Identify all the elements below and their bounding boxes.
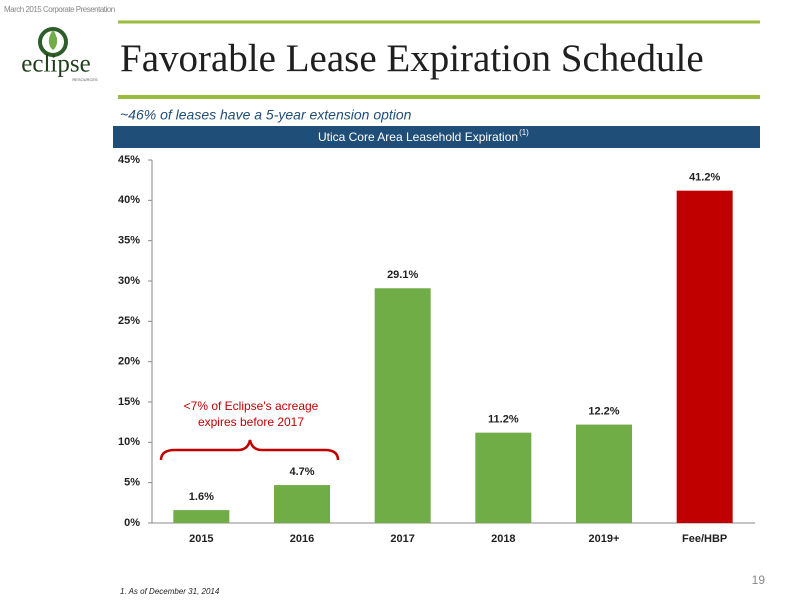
y-tick-label: 5% (124, 477, 140, 489)
y-tick-label: 10% (118, 436, 140, 448)
y-tick-label: 45% (118, 154, 140, 166)
y-tick-label: 40% (118, 194, 140, 206)
value-label: 1.6% (189, 491, 214, 503)
annotation: <7% of Eclipse's acreage (184, 399, 319, 413)
x-tick-label: 2018 (491, 533, 515, 545)
y-tick-label: 30% (118, 275, 140, 287)
bar (676, 190, 733, 524)
x-tick-label: 2015 (189, 533, 213, 545)
x-tick-label: 2019+ (589, 533, 620, 545)
x-tick-label: 2016 (290, 533, 314, 545)
value-label: 11.2% (488, 414, 519, 426)
page-number: 19 (752, 573, 766, 587)
presentation-label: March 2015 Corporate Presentation (4, 5, 115, 14)
footnote: 1. As of December 31, 2014 (120, 587, 220, 596)
y-tick-label: 20% (118, 356, 140, 368)
value-label: 4.7% (289, 466, 314, 478)
logo-icon (38, 27, 68, 57)
x-tick-label: Fee/HBP (682, 533, 727, 545)
bar (374, 288, 431, 523)
bar (576, 424, 632, 523)
chart-title: Utica Core Area Leasehold Expiration (318, 130, 518, 144)
logo-subtext: RESOURCES (72, 77, 98, 82)
brace (159, 439, 340, 461)
y-tick-label: 15% (118, 396, 140, 408)
chart-title-superscript: (1) (519, 128, 529, 137)
bar (173, 510, 230, 523)
y-tick-label: 35% (118, 235, 140, 247)
value-label: 41.2% (689, 172, 720, 184)
annotation: expires before 2017 (198, 415, 304, 429)
value-label: 12.2% (588, 405, 619, 417)
logo-text: eclipse (21, 51, 90, 78)
y-tick-label: 0% (124, 517, 140, 529)
chart-banner (113, 126, 760, 148)
bar (274, 485, 330, 523)
slide-title: Favorable Lease Expiration Schedule (120, 37, 704, 80)
y-tick-label: 25% (118, 315, 140, 327)
bar (475, 432, 532, 523)
subtitle: ~46% of leases have a 5-year extension o… (120, 107, 412, 123)
x-tick-label: 2017 (390, 533, 414, 545)
value-label: 29.1% (387, 269, 418, 281)
